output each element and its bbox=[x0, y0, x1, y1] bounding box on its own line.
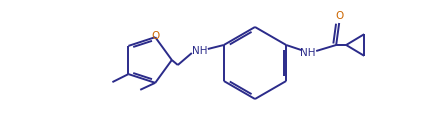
Text: NH: NH bbox=[192, 46, 207, 56]
Text: O: O bbox=[151, 31, 159, 41]
Text: NH: NH bbox=[300, 48, 316, 58]
Text: O: O bbox=[335, 11, 343, 21]
